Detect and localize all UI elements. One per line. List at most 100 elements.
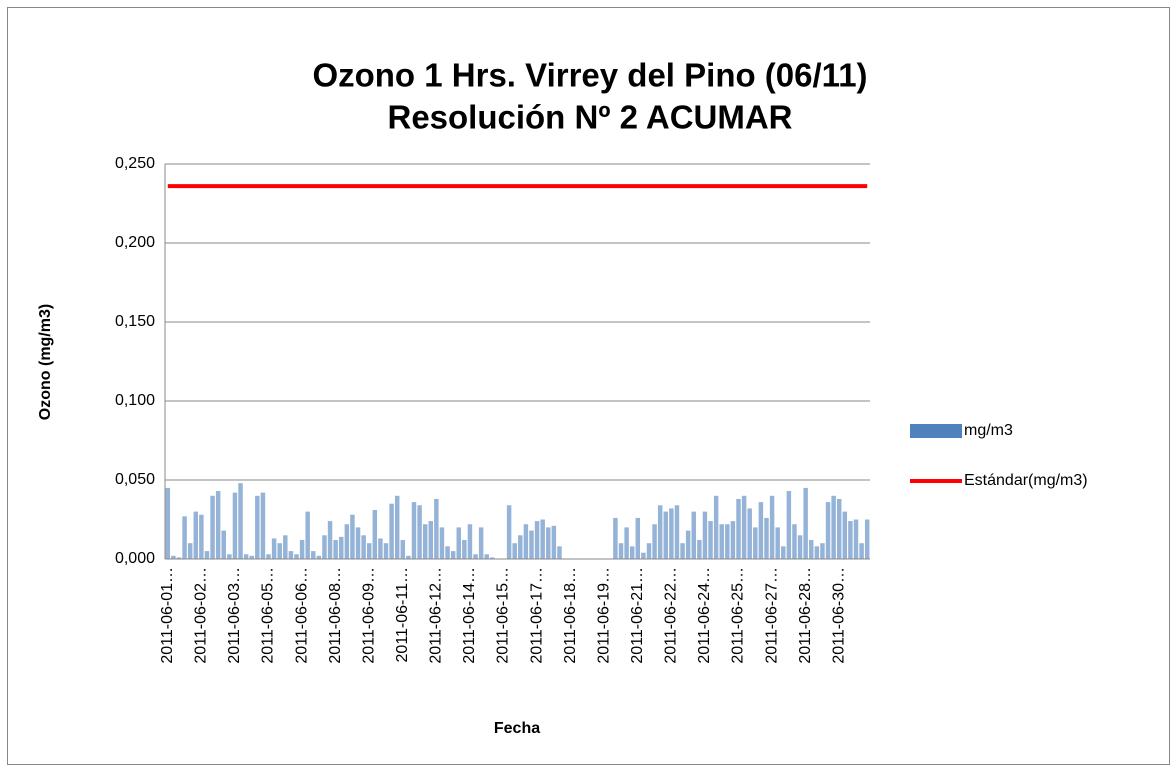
x-tick-label: 2011-06-17… <box>528 567 545 664</box>
x-tick-label: 2011-06-12… <box>428 567 445 664</box>
bar <box>792 524 797 559</box>
bar <box>456 527 461 559</box>
bar <box>171 555 176 559</box>
bar <box>428 521 434 559</box>
x-tick-label: 2011-06-21… <box>629 567 646 664</box>
bar <box>366 543 372 559</box>
bar <box>557 546 562 559</box>
bar <box>534 521 540 559</box>
bar <box>747 508 752 559</box>
bar <box>439 527 445 559</box>
bar <box>741 495 747 559</box>
bar <box>864 519 870 559</box>
chart-title: Ozono 1 Hrs. Virrey del Pino (06/11) <box>312 57 867 94</box>
bar <box>445 546 450 559</box>
bar <box>529 530 534 559</box>
bar <box>775 527 780 559</box>
bar <box>848 521 853 559</box>
bar <box>255 495 260 559</box>
bar <box>467 524 473 559</box>
bar <box>708 521 713 559</box>
bar <box>781 546 786 559</box>
bar <box>478 527 484 559</box>
bar <box>294 554 299 559</box>
x-tick-label: 2011-06-09… <box>360 567 377 664</box>
x-tick-label: 2011-06-18… <box>562 567 579 664</box>
bar <box>249 555 254 559</box>
bar <box>814 546 820 559</box>
bar <box>680 543 685 559</box>
y-tick-label: 0,250 <box>115 155 155 172</box>
x-tick-label: 2011-06-02… <box>193 567 210 664</box>
legend-label: mg/m3 <box>964 422 1013 439</box>
bar <box>176 557 182 559</box>
chart-border <box>7 7 1170 765</box>
bar <box>232 492 238 559</box>
bar <box>406 555 411 559</box>
bar <box>719 524 724 559</box>
bar <box>288 551 294 559</box>
bar <box>311 551 316 559</box>
bar <box>339 536 344 559</box>
x-axis-title: Fecha <box>494 720 540 737</box>
y-tick-label: 0,100 <box>115 392 155 409</box>
bar <box>473 554 478 559</box>
bar <box>551 525 557 559</box>
bar <box>193 511 199 559</box>
bar <box>361 535 366 559</box>
bar <box>635 517 641 559</box>
bar <box>842 511 848 559</box>
bar <box>378 538 383 559</box>
x-tick-label: 2011-06-05… <box>260 567 277 664</box>
x-tick-label: 2011-06-25… <box>730 567 747 664</box>
x-tick-label: 2011-06-27… <box>763 567 780 664</box>
bar <box>411 502 417 559</box>
bar <box>657 505 663 559</box>
bar <box>669 508 674 559</box>
bar <box>646 543 652 559</box>
bar <box>786 491 792 559</box>
y-tick-label: 0,000 <box>115 550 155 567</box>
bar <box>383 543 389 559</box>
bar <box>764 517 769 559</box>
bar <box>462 540 467 559</box>
bar <box>730 521 736 559</box>
bar <box>652 524 657 559</box>
bar <box>685 530 691 559</box>
bar <box>753 527 758 559</box>
bar <box>271 538 277 559</box>
y-tick-label: 0,200 <box>115 234 155 251</box>
bar <box>512 543 517 559</box>
bar <box>674 505 680 559</box>
bar <box>697 540 702 559</box>
bar <box>490 557 495 559</box>
bar <box>518 535 523 559</box>
bar <box>613 517 618 559</box>
bar <box>277 543 282 559</box>
y-tick-label: 0,150 <box>115 313 155 330</box>
bar <box>641 552 646 559</box>
y-axis-title: Ozono (mg/m3) <box>37 304 54 420</box>
bar <box>182 516 187 559</box>
bar <box>316 555 322 559</box>
bar <box>283 535 288 559</box>
bar <box>389 503 394 559</box>
x-tick-label: 2011-06-15… <box>495 567 512 664</box>
bar <box>305 511 310 559</box>
x-tick-label: 2011-06-24… <box>696 567 713 664</box>
bar <box>187 543 193 559</box>
x-tick-label: 2011-06-08… <box>327 567 344 664</box>
bar <box>506 505 512 559</box>
bar <box>809 540 814 559</box>
bar <box>210 495 215 559</box>
x-tick-label: 2011-06-06… <box>293 567 310 664</box>
bar <box>484 554 489 559</box>
bar <box>355 527 361 559</box>
y-tick-label: 0,050 <box>115 471 155 488</box>
bar <box>769 495 775 559</box>
bar <box>691 511 696 559</box>
bar <box>204 551 210 559</box>
bar <box>221 530 226 559</box>
bar <box>394 495 400 559</box>
bar <box>199 514 204 559</box>
